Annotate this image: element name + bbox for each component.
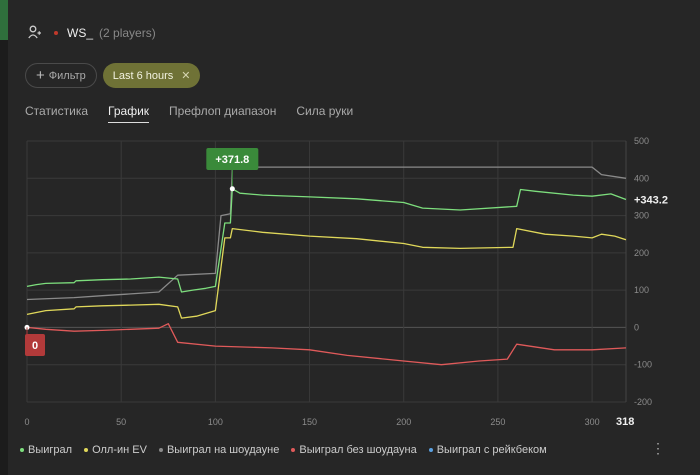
players-count: (2 players) <box>99 26 156 40</box>
y-tick-label: -200 <box>634 397 652 407</box>
tab-preflop-range[interactable]: Префлоп диапазон <box>169 104 277 118</box>
peak-badge-label: +371.8 <box>215 154 249 166</box>
tab-statistics[interactable]: Статистика <box>25 104 89 118</box>
legend-dot <box>158 448 163 452</box>
x-tick-label: 318 <box>616 416 634 428</box>
series-line <box>26 166 627 301</box>
peak-point-marker <box>229 186 235 192</box>
y-tick-label: 0 <box>634 322 639 332</box>
y-tick-label: 200 <box>634 248 649 258</box>
legend-label: Олл-ин EV <box>92 444 147 456</box>
close-icon[interactable]: ✕ <box>181 70 191 82</box>
legend-dot <box>20 448 24 452</box>
legend-label: Выиграл без шоудауна <box>299 444 417 456</box>
tab-bar: Статистика График Префлоп диапазон Сила … <box>25 104 353 123</box>
tab-hand-strength[interactable]: Сила руки <box>296 104 354 118</box>
chart-legend: Выиграл Олл-ин EV Выиграл на шоудауне Вы… <box>20 444 547 456</box>
legend-dot <box>291 448 296 452</box>
legend-item-rakeback[interactable]: Выиграл с рейкбеком <box>428 444 547 456</box>
time-range-label: Last 6 hours <box>112 69 174 82</box>
user-icon <box>28 25 42 42</box>
add-filter-button[interactable]: + Фильтр <box>25 63 97 88</box>
y-tick-label: 300 <box>634 211 649 221</box>
y-tick-label: 100 <box>634 285 649 295</box>
y-tick-label: 500 <box>634 136 649 146</box>
plus-icon: + <box>36 67 45 84</box>
legend-item-showdown[interactable]: Выиграл на шоудауне <box>158 444 280 456</box>
legend-dot <box>84 448 89 452</box>
x-tick-label: 50 <box>116 417 126 427</box>
x-tick-label: 150 <box>302 417 317 427</box>
x-tick-label: 100 <box>208 417 223 427</box>
y-tick-label: -100 <box>634 360 652 370</box>
peak-badge <box>206 148 259 170</box>
filter-button-label: Фильтр <box>48 69 86 82</box>
series-line <box>26 323 627 366</box>
y-tick-label: 400 <box>634 173 649 183</box>
legend-label: Выиграл с рейкбеком <box>436 444 547 456</box>
x-tick-label: 200 <box>396 417 411 427</box>
start-badge-label: 0 <box>32 340 38 352</box>
end-value-label: +343.2 <box>634 194 668 206</box>
legend-label: Выиграл на шоудауне <box>166 444 280 456</box>
filter-bar: + Фильтр Last 6 hours ✕ <box>25 63 201 88</box>
start-badge <box>25 334 45 356</box>
series-line <box>26 188 627 293</box>
left-window-strip <box>0 0 8 475</box>
legend-item-allin-ev[interactable]: Олл-ин EV <box>84 444 147 456</box>
legend-item-non-showdown[interactable]: Выиграл без шоудауна <box>291 444 417 456</box>
x-tick-label: 0 <box>24 417 29 427</box>
more-options-icon[interactable]: ⋮ <box>651 440 665 456</box>
legend-item-won[interactable]: Выиграл <box>20 444 72 456</box>
left-accent-bar <box>0 0 8 40</box>
status-dot <box>54 31 58 35</box>
legend-dot <box>428 448 433 452</box>
legend-label: Выиграл <box>28 444 73 456</box>
player-name: WS_ <box>67 26 94 40</box>
panel-header: WS_ (2 players) <box>28 24 156 42</box>
series-line <box>26 227 627 319</box>
x-tick-label: 250 <box>490 417 505 427</box>
tab-graph[interactable]: График <box>108 104 150 123</box>
x-tick-label: 300 <box>585 417 600 427</box>
time-range-chip[interactable]: Last 6 hours ✕ <box>102 63 201 88</box>
